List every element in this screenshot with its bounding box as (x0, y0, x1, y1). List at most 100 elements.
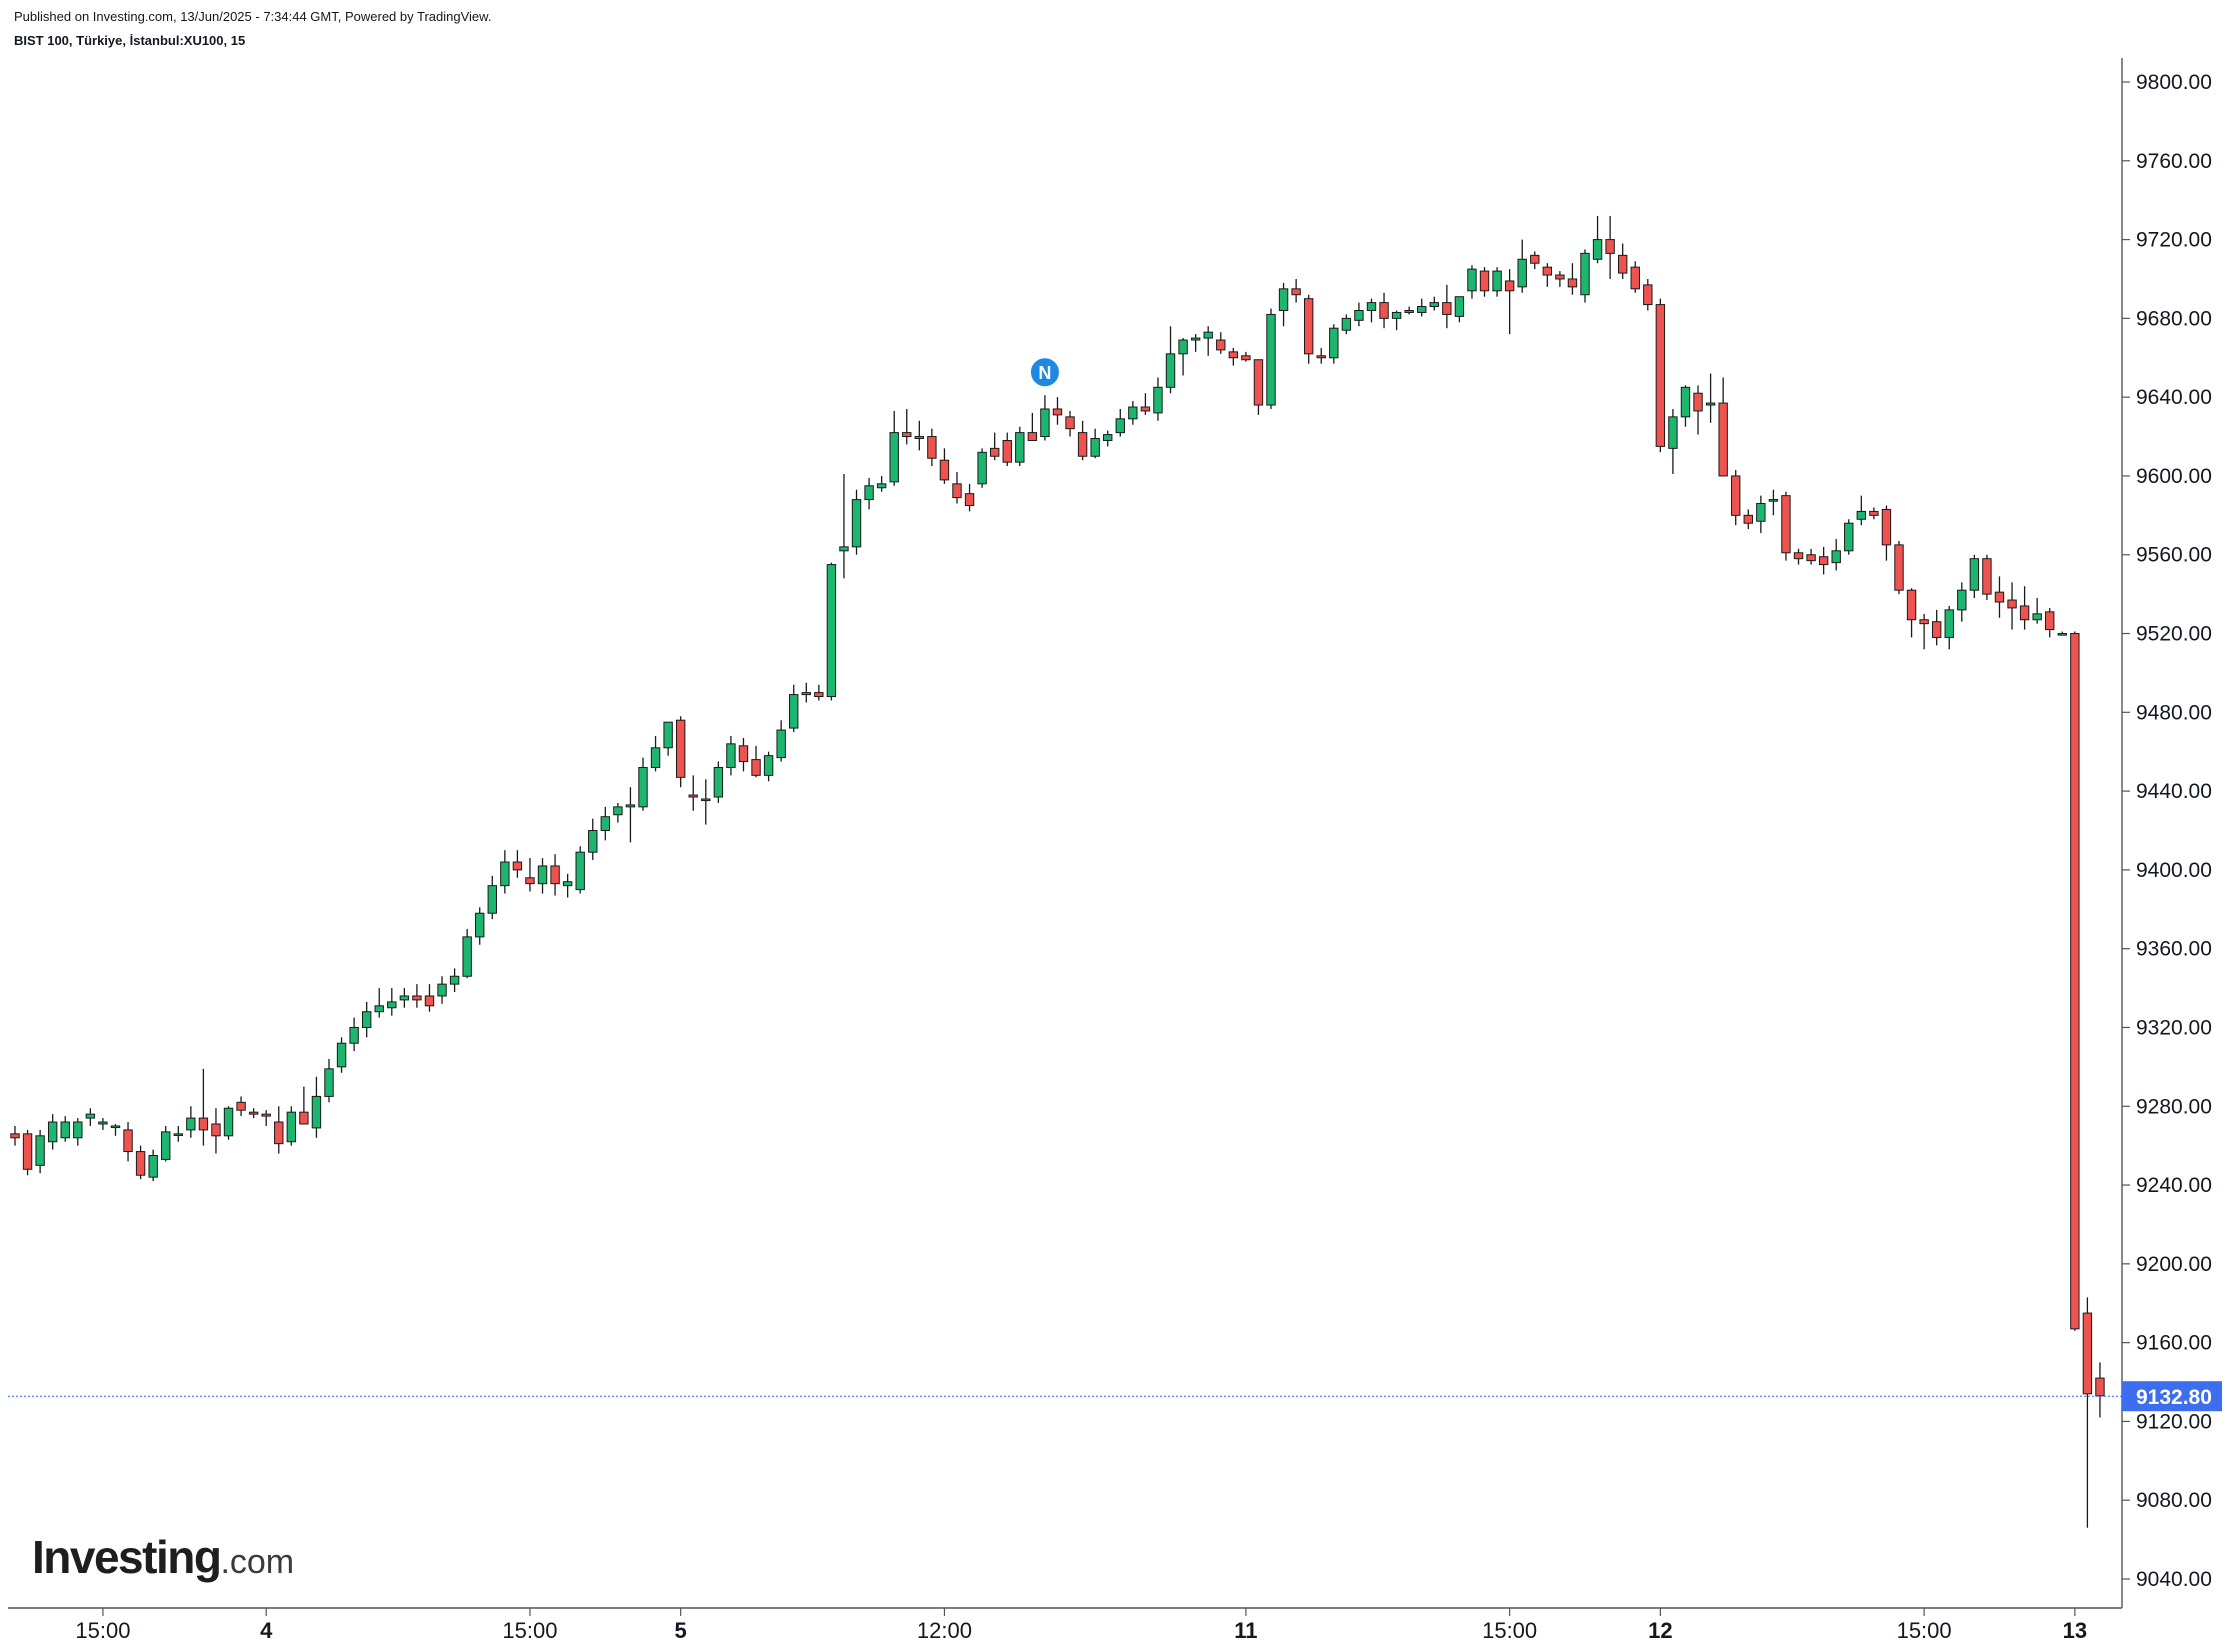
candle-down (2070, 633, 2080, 1330)
candle-down (1530, 254, 1540, 264)
candle-up (1831, 550, 1841, 564)
y-tick-label: 9320.00 (2136, 1016, 2212, 1039)
candle-up (1354, 309, 1364, 321)
candle-up (1856, 510, 1867, 520)
y-tick-label: 9160.00 (2136, 1332, 2212, 1355)
y-tick-label: 9400.00 (2136, 859, 2212, 882)
candle-up (876, 483, 887, 489)
candle-down (261, 1113, 271, 1117)
candle-up (1203, 331, 1213, 339)
candle-down (1793, 552, 1804, 560)
candle-down (1743, 514, 1753, 524)
candle-down (927, 436, 937, 459)
candle-down (952, 483, 962, 499)
candle-up (650, 747, 661, 768)
logo-brand: Investing (32, 1531, 222, 1583)
candle-up (374, 1005, 384, 1013)
candle-up (110, 1125, 121, 1129)
candle-down (2007, 599, 2017, 609)
candle-up (349, 1026, 359, 1044)
candle-up (1517, 258, 1527, 288)
candle-up (1190, 337, 1201, 341)
candle-up (977, 451, 987, 485)
candle-up (537, 865, 548, 885)
candle-up (588, 830, 598, 853)
candle-down (914, 436, 925, 440)
candle-up (186, 1117, 196, 1131)
x-tick-label: 12 (1648, 1618, 1672, 1643)
candle-up (1090, 438, 1100, 457)
candle-down (135, 1151, 146, 1176)
candle-down (299, 1111, 309, 1125)
candle-up (500, 861, 510, 887)
candle-up (1580, 252, 1590, 296)
candle-down (1303, 298, 1314, 355)
candle-down (738, 745, 749, 763)
candle-down (236, 1101, 246, 1111)
candle-up (2057, 633, 2067, 636)
candle-down (939, 459, 950, 481)
candle-up (98, 1121, 108, 1125)
candle-up (701, 798, 711, 802)
candle-layer (10, 215, 2105, 1528)
candle-down (248, 1111, 259, 1115)
candle-down (1241, 355, 1251, 361)
candle-down (1881, 508, 1892, 546)
candle-up (148, 1155, 158, 1178)
candle-down (1442, 302, 1452, 315)
candle-up (1103, 434, 1113, 441)
candle-down (211, 1123, 221, 1137)
candle-up (60, 1121, 70, 1139)
candle-up (35, 1135, 45, 1166)
candle-down (1140, 406, 1151, 412)
logo-suffix: .com (220, 1543, 295, 1581)
candle-up (1266, 313, 1276, 406)
candle-up (1467, 268, 1477, 292)
candle-up (851, 499, 862, 548)
candle-up (1844, 522, 1854, 552)
candle-up (387, 1001, 397, 1009)
candle-down (1542, 266, 1553, 276)
candle-up (1015, 432, 1025, 463)
x-tick-label: 4 (260, 1618, 273, 1643)
y-tick-label: 9720.00 (2136, 229, 2212, 252)
candle-down (1617, 254, 1628, 274)
investing-logo: Investing.com (32, 1530, 294, 1584)
last-price-badge (2122, 1381, 2222, 1412)
y-tick-label: 9360.00 (2136, 938, 2212, 961)
candle-up (311, 1095, 322, 1129)
candle-up (1178, 339, 1188, 355)
candle-down (751, 759, 761, 776)
candle-down (2019, 605, 2030, 621)
candle-up (1944, 609, 1954, 638)
y-tick-label: 9680.00 (2136, 307, 2212, 330)
candle-down (675, 719, 686, 778)
candle-up (475, 912, 485, 938)
candle-down (198, 1117, 209, 1131)
y-tick-label: 9440.00 (2136, 780, 2212, 803)
x-tick-label: 15:00 (1897, 1618, 1952, 1643)
candle-up (801, 692, 811, 696)
candle-up (462, 936, 472, 977)
candle-down (2082, 1312, 2093, 1395)
candle-up (1341, 317, 1352, 331)
y-tick-label: 9080.00 (2136, 1489, 2212, 1512)
candle-down (814, 692, 824, 698)
y-tick-label: 9520.00 (2136, 623, 2212, 646)
candle-down (1906, 589, 1917, 621)
candle-up (1668, 416, 1678, 449)
x-tick-label: 11 (1234, 1618, 1257, 1643)
candle-down (1002, 439, 1012, 463)
candle-down (1052, 408, 1063, 416)
candle-down (1693, 392, 1703, 412)
candle-up (361, 1011, 372, 1028)
x-tick-label: 12:00 (917, 1618, 972, 1643)
symbol-caption: BIST 100, Türkiye, İstanbul:XU100, 15 (14, 33, 246, 48)
candle-down (1379, 302, 1389, 319)
candle-up (1153, 386, 1163, 414)
candle-down (1027, 432, 1038, 441)
candle-down (412, 995, 422, 1001)
candle-down (512, 861, 523, 871)
candle-down (1253, 359, 1264, 406)
